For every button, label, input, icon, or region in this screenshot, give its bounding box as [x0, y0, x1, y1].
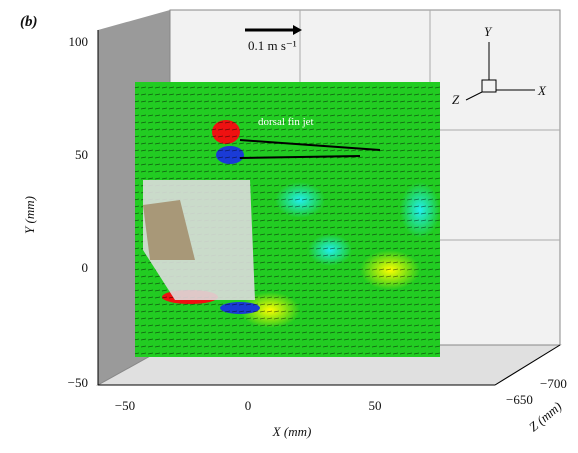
x-tick-label: 50 [369, 398, 382, 413]
scale-label: 0.1 m s⁻¹ [248, 38, 297, 53]
y-tick-label: 50 [75, 147, 88, 162]
panel-label: (b) [20, 14, 38, 30]
z-tick-label: −700 [540, 376, 567, 391]
figure: Y X Z (b) 0.1 m s⁻¹ dorsal fin jet 100 5… [0, 0, 578, 448]
y-tick-label: −50 [68, 375, 88, 390]
y-tick-label: 100 [69, 34, 89, 49]
triad-x: X [537, 83, 547, 98]
x-axis-label: X (mm) [272, 424, 312, 439]
x-tick-label: 0 [245, 398, 252, 413]
y-tick-label: 0 [82, 260, 89, 275]
annotation: dorsal fin jet [258, 116, 314, 128]
y-axis-label: Y (mm) [22, 196, 37, 234]
triad-z: Z [452, 92, 460, 107]
x-tick-label: −50 [115, 398, 135, 413]
z-tick-label: −650 [506, 392, 533, 407]
